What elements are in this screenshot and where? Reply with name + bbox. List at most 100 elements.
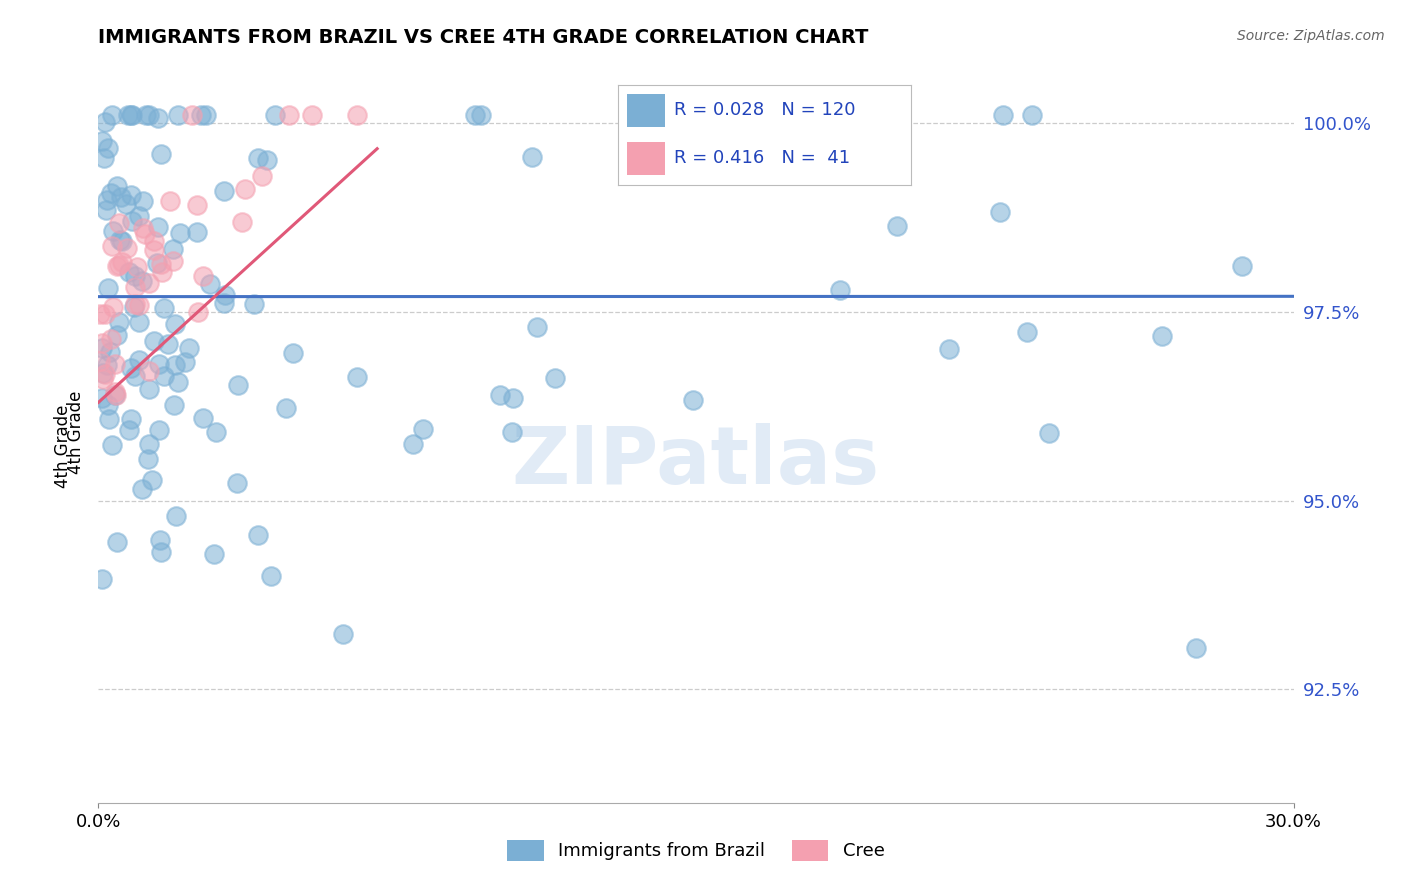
Point: [166, 108, 188, 122]
Point: [148, 357, 170, 371]
Point: [260, 569, 283, 583]
Point: [1185, 640, 1208, 655]
Point: [489, 388, 512, 402]
Point: [122, 301, 145, 315]
Point: [464, 108, 486, 122]
Point: [110, 190, 132, 204]
Point: [132, 221, 155, 235]
Text: 4th Grade: 4th Grade: [55, 404, 72, 488]
Point: [256, 153, 278, 167]
Point: [128, 315, 150, 329]
Point: [101, 438, 124, 452]
Point: [132, 194, 155, 209]
Point: [105, 260, 128, 274]
Point: [117, 241, 139, 255]
Point: [128, 209, 150, 223]
Point: [91, 572, 114, 586]
Point: [264, 108, 287, 122]
Point: [117, 108, 139, 122]
Point: [252, 169, 274, 183]
Point: [89, 307, 111, 321]
Point: [148, 111, 170, 125]
Point: [146, 256, 169, 270]
Point: [148, 423, 170, 437]
Point: [277, 108, 299, 122]
Point: [120, 108, 142, 122]
Y-axis label: 4th Grade: 4th Grade: [66, 391, 84, 475]
Point: [157, 337, 180, 351]
Point: [186, 225, 208, 239]
Point: [153, 369, 176, 384]
Point: [166, 376, 188, 390]
Point: [138, 382, 160, 396]
Point: [162, 254, 184, 268]
Point: [110, 234, 132, 248]
Point: [193, 411, 215, 425]
Point: [94, 115, 117, 129]
Point: [131, 483, 153, 497]
Point: [96, 193, 118, 207]
Point: [200, 277, 222, 292]
Point: [1152, 329, 1174, 343]
Point: [117, 423, 139, 437]
Point: [141, 473, 163, 487]
Text: Source: ZipAtlas.com: Source: ZipAtlas.com: [1237, 29, 1385, 43]
Point: [247, 527, 270, 541]
Point: [150, 257, 173, 271]
Point: [163, 398, 186, 412]
Point: [205, 425, 228, 439]
Point: [988, 205, 1011, 219]
Point: [138, 437, 160, 451]
Point: [108, 315, 131, 329]
Point: [1232, 259, 1254, 273]
Point: [212, 184, 235, 198]
Point: [127, 260, 149, 274]
Point: [120, 360, 142, 375]
Point: [502, 391, 524, 405]
Point: [165, 509, 187, 524]
Point: [111, 255, 134, 269]
Point: [97, 398, 120, 412]
Point: [301, 108, 323, 122]
Point: [117, 265, 139, 279]
Point: [124, 296, 146, 310]
Point: [101, 108, 124, 122]
Point: [153, 301, 176, 315]
Point: [402, 437, 425, 451]
Point: [97, 281, 120, 295]
Point: [89, 353, 111, 368]
Point: [124, 280, 146, 294]
Point: [149, 147, 172, 161]
Point: [214, 288, 236, 302]
Point: [938, 342, 960, 356]
Point: [135, 108, 157, 122]
Point: [120, 188, 142, 202]
Point: [107, 258, 129, 272]
Point: [332, 627, 354, 641]
Point: [162, 242, 184, 256]
Point: [195, 108, 218, 122]
Point: [138, 277, 160, 291]
Point: [149, 533, 172, 548]
Point: [96, 203, 118, 218]
Point: [866, 108, 889, 122]
Point: [543, 371, 565, 385]
Point: [193, 268, 215, 283]
Point: [134, 227, 156, 241]
Point: [136, 451, 159, 466]
Point: [283, 345, 305, 359]
Text: ZIPatlas: ZIPatlas: [512, 423, 880, 501]
Legend: Immigrants from Brazil, Cree: Immigrants from Brazil, Cree: [501, 832, 891, 868]
Point: [104, 388, 127, 402]
Point: [94, 367, 117, 381]
Point: [274, 401, 297, 415]
Point: [346, 108, 368, 122]
Point: [177, 341, 200, 355]
Point: [886, 219, 908, 233]
Point: [124, 368, 146, 383]
Text: IMMIGRANTS FROM BRAZIL VS CREE 4TH GRADE CORRELATION CHART: IMMIGRANTS FROM BRAZIL VS CREE 4TH GRADE…: [98, 28, 869, 47]
Point: [142, 243, 165, 257]
Point: [96, 359, 118, 373]
Point: [231, 215, 253, 229]
Point: [104, 357, 127, 371]
